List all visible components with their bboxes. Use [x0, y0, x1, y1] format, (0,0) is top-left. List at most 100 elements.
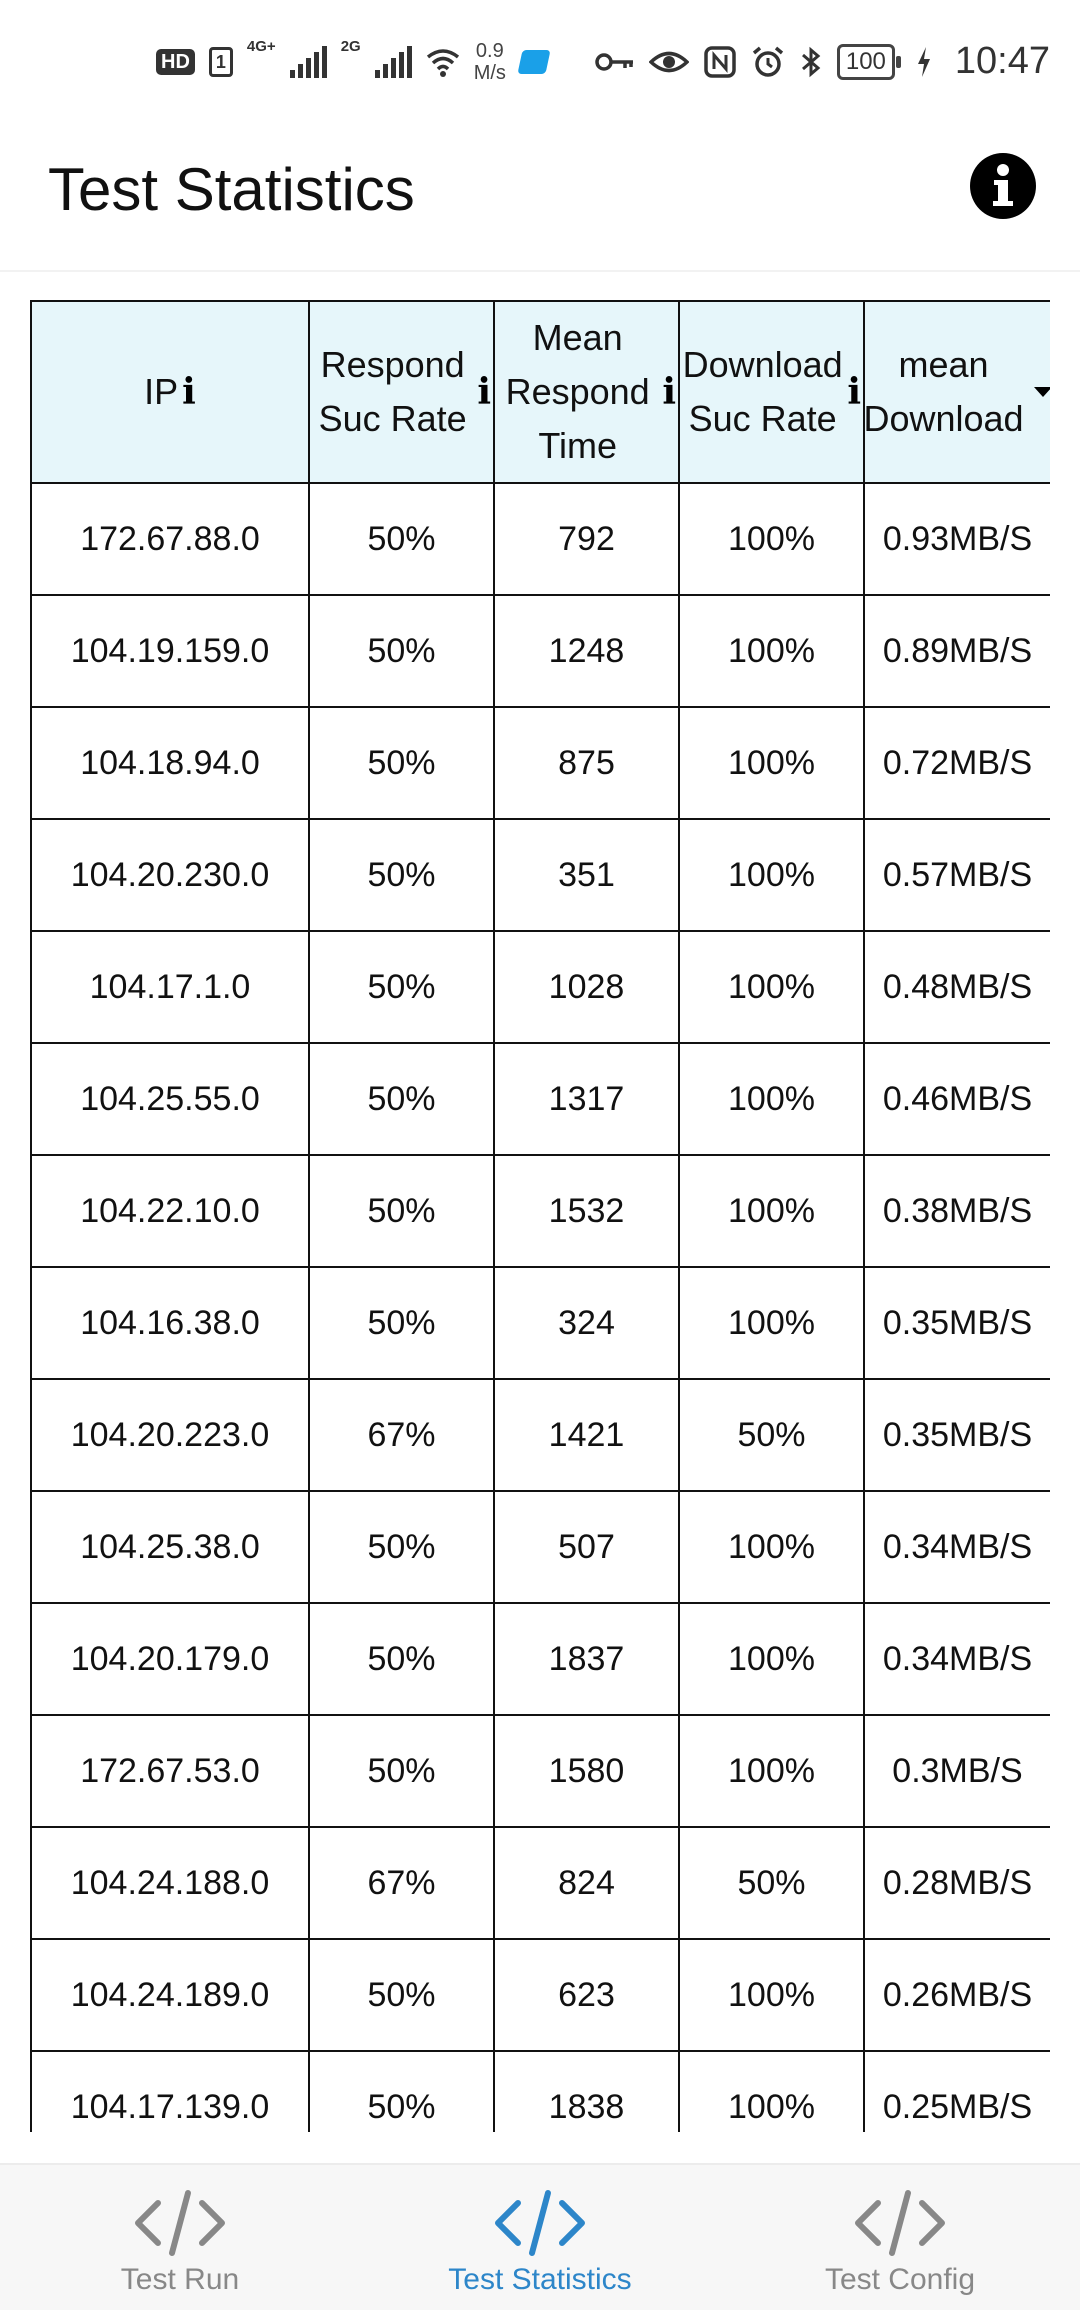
- cell-download-suc-rate: 100%: [678, 1042, 865, 1156]
- cell-mean-respond-time: 1421: [493, 1378, 680, 1492]
- status-bar: HD 1 4G+ 2G 0.9 M/s: [0, 0, 1080, 125]
- cell-mean-respond-time: 507: [493, 1490, 680, 1604]
- sort-down-icon[interactable]: [1033, 387, 1050, 397]
- nav-item-test-statistics[interactable]: Test Statistics: [360, 2165, 720, 2310]
- cell-download-suc-rate: 100%: [678, 2050, 865, 2132]
- cell-ip: 172.67.88.0: [30, 482, 310, 596]
- cell-mean-download: 0.93MB/S: [863, 482, 1050, 596]
- cell-respond-suc-rate: 67%: [308, 1826, 495, 1940]
- table-row[interactable]: 104.25.55.0 50% 1317 100% 0.46MB/S: [30, 1042, 1050, 1156]
- nav-label: Test Statistics: [448, 2263, 632, 2296]
- column-info-icon[interactable]: i: [182, 371, 196, 413]
- eye-icon: [648, 51, 689, 72]
- column-info-icon[interactable]: i: [477, 371, 491, 413]
- column-header-ip: IP i: [30, 300, 310, 484]
- column-header-label: Mean Respond Time: [505, 317, 650, 466]
- cell-ip: 104.19.159.0: [30, 594, 310, 708]
- cell-ip: 104.17.139.0: [30, 2050, 310, 2132]
- column-header-content: mean Download: [863, 338, 1050, 446]
- cell-mean-download: 0.35MB/S: [863, 1378, 1050, 1492]
- app-header: Test Statistics: [0, 125, 1080, 270]
- table-row[interactable]: 104.22.10.0 50% 1532 100% 0.38MB/S: [30, 1154, 1050, 1268]
- cell-respond-suc-rate: 50%: [308, 1154, 495, 1268]
- cell-mean-respond-time: 1837: [493, 1602, 680, 1716]
- cell-respond-suc-rate: 50%: [308, 482, 495, 596]
- code-icon: [135, 2190, 225, 2256]
- status-bar-left: HD 1 4G+ 2G 0.9 M/s: [156, 38, 551, 84]
- clock: 10:47: [954, 40, 1050, 82]
- cell-download-suc-rate: 50%: [678, 1826, 865, 1940]
- cell-download-suc-rate: 50%: [678, 1378, 865, 1492]
- table-row[interactable]: 104.17.1.0 50% 1028 100% 0.48MB/S: [30, 930, 1050, 1044]
- cell-respond-suc-rate: 50%: [308, 2050, 495, 2132]
- cell-respond-suc-rate: 67%: [308, 1378, 495, 1492]
- cell-ip: 104.25.38.0: [30, 1490, 310, 1604]
- column-header-mean-download[interactable]: mean Download: [863, 300, 1050, 484]
- column-header-content: Respond Suc Rate i: [312, 338, 491, 446]
- cell-mean-download: 0.89MB/S: [863, 594, 1050, 708]
- network-type-2: 2G: [340, 38, 361, 55]
- nfc-icon: [704, 45, 736, 78]
- table-row[interactable]: 104.16.38.0 50% 324 100% 0.35MB/S: [30, 1266, 1050, 1380]
- table-row[interactable]: 104.20.223.0 67% 1421 50% 0.35MB/S: [30, 1378, 1050, 1492]
- table-row[interactable]: 104.17.139.0 50% 1838 100% 0.25MB/S: [30, 2050, 1050, 2132]
- cell-mean-respond-time: 1028: [493, 930, 680, 1044]
- hd-badge: HD: [156, 49, 195, 75]
- table-row[interactable]: 104.25.38.0 50% 507 100% 0.34MB/S: [30, 1490, 1050, 1604]
- info-button[interactable]: [970, 153, 1036, 219]
- app-notification-icon: [517, 50, 551, 74]
- table-row[interactable]: 104.19.159.0 50% 1248 100% 0.89MB/S: [30, 594, 1050, 708]
- battery-level: 100: [836, 43, 901, 80]
- nav-label: Test Config: [824, 2263, 976, 2296]
- table-row[interactable]: 104.18.94.0 50% 875 100% 0.72MB/S: [30, 706, 1050, 820]
- table-row[interactable]: 172.67.53.0 50% 1580 100% 0.3MB/S: [30, 1714, 1050, 1828]
- nav-item-test-run[interactable]: Test Run: [0, 2165, 360, 2310]
- status-bar-right: 100 10:47: [595, 40, 1050, 83]
- column-info-icon[interactable]: i: [847, 371, 861, 413]
- cell-mean-download: 0.26MB/S: [863, 1938, 1050, 2052]
- cell-mean-respond-time: 1317: [493, 1042, 680, 1156]
- table-row[interactable]: 104.24.189.0 50% 623 100% 0.26MB/S: [30, 1938, 1050, 2052]
- cell-respond-suc-rate: 50%: [308, 1042, 495, 1156]
- column-header-content: Mean Respond Time i: [497, 311, 676, 473]
- table-row[interactable]: 104.24.188.0 67% 824 50% 0.28MB/S: [30, 1826, 1050, 1940]
- cell-mean-download: 0.3MB/S: [863, 1714, 1050, 1828]
- cell-mean-respond-time: 1838: [493, 2050, 680, 2132]
- table-row[interactable]: 172.67.88.0 50% 792 100% 0.93MB/S: [30, 482, 1050, 596]
- speed-value: 0.9: [475, 40, 504, 62]
- table-row[interactable]: 104.20.230.0 50% 351 100% 0.57MB/S: [30, 818, 1050, 932]
- column-info-icon[interactable]: i: [662, 371, 676, 413]
- column-header-label: Download Suc Rate: [682, 344, 843, 439]
- cell-mean-respond-time: 1580: [493, 1714, 680, 1828]
- cell-download-suc-rate: 100%: [678, 594, 865, 708]
- cell-mean-respond-time: 1532: [493, 1154, 680, 1268]
- cell-download-suc-rate: 100%: [678, 1602, 865, 1716]
- cell-download-suc-rate: 100%: [678, 1266, 865, 1380]
- sim-badge: 1: [208, 47, 233, 77]
- cell-ip: 104.20.223.0: [30, 1378, 310, 1492]
- cell-mean-respond-time: 623: [493, 1938, 680, 2052]
- cell-download-suc-rate: 100%: [678, 482, 865, 596]
- cell-mean-download: 0.35MB/S: [863, 1266, 1050, 1380]
- code-icon: [855, 2190, 945, 2256]
- cell-ip: 104.25.55.0: [30, 1042, 310, 1156]
- signal-bars-1-icon: [289, 46, 327, 78]
- key-icon: [595, 52, 633, 71]
- statistics-table-container[interactable]: IP i Respond Suc Rate i Mean Respond Time i Do…: [30, 300, 1050, 2132]
- cell-download-suc-rate: 100%: [678, 818, 865, 932]
- cell-respond-suc-rate: 50%: [308, 930, 495, 1044]
- bottom-navigation: Test Run Test Statistics Test Config: [0, 2163, 1080, 2310]
- column-header-mean-respond-time: Mean Respond Time i: [493, 300, 680, 484]
- cell-respond-suc-rate: 50%: [308, 1714, 495, 1828]
- speed-unit: M/s: [473, 62, 506, 84]
- column-header-label: Respond Suc Rate: [318, 344, 467, 439]
- table-row[interactable]: 104.20.179.0 50% 1837 100% 0.34MB/S: [30, 1602, 1050, 1716]
- cell-mean-download: 0.34MB/S: [863, 1602, 1050, 1716]
- cell-download-suc-rate: 100%: [678, 1154, 865, 1268]
- column-header-content: IP i: [34, 365, 306, 419]
- cell-ip: 104.20.179.0: [30, 1602, 310, 1716]
- cell-respond-suc-rate: 50%: [308, 594, 495, 708]
- cell-mean-respond-time: 792: [493, 482, 680, 596]
- nav-item-test-config[interactable]: Test Config: [720, 2165, 1080, 2310]
- info-icon: [993, 164, 1013, 206]
